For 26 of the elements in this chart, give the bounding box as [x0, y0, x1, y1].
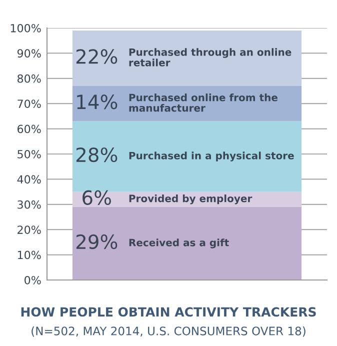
- series-label: Received as a gift: [129, 238, 229, 248]
- y-tick-label: 50%: [18, 150, 41, 158]
- data-label: 14%: [77, 94, 118, 110]
- y-tick-label: 80%: [18, 74, 41, 83]
- y-tick-label: 60%: [18, 124, 41, 134]
- data-label: 22%: [76, 49, 118, 64]
- y-tick-label: 0%: [24, 276, 41, 284]
- y-tick-label: 10%: [18, 250, 41, 260]
- series-label: Purchased through an online retailer: [129, 48, 292, 66]
- y-tick-label: 40%: [17, 175, 41, 184]
- series-label: Provided by employer: [129, 194, 252, 204]
- text: (N=502, MAY 2014, U.S. CONSUMERS OVER 18): [32, 326, 306, 337]
- y-tick-label: 100%: [10, 24, 41, 32]
- y-tick-label: 90%: [17, 49, 41, 58]
- series-label: Purchased in a physical store: [129, 152, 294, 162]
- bar: [72, 206, 302, 280]
- data-label: 29%: [76, 234, 118, 250]
- series-label: Purchased online from the manufacturer: [129, 94, 278, 112]
- bar: [72, 121, 302, 192]
- y-tick-label: 70%: [18, 100, 41, 108]
- y-tick-label: 20%: [18, 226, 41, 234]
- data-label: 28%: [76, 147, 118, 162]
- text: HOW PEOPLE OBTAIN ACTIVITY TRACKERS: [21, 307, 316, 317]
- data-label: 6%: [82, 190, 111, 205]
- bar: [72, 30, 302, 86]
- y-tick-label: 30%: [18, 200, 41, 209]
